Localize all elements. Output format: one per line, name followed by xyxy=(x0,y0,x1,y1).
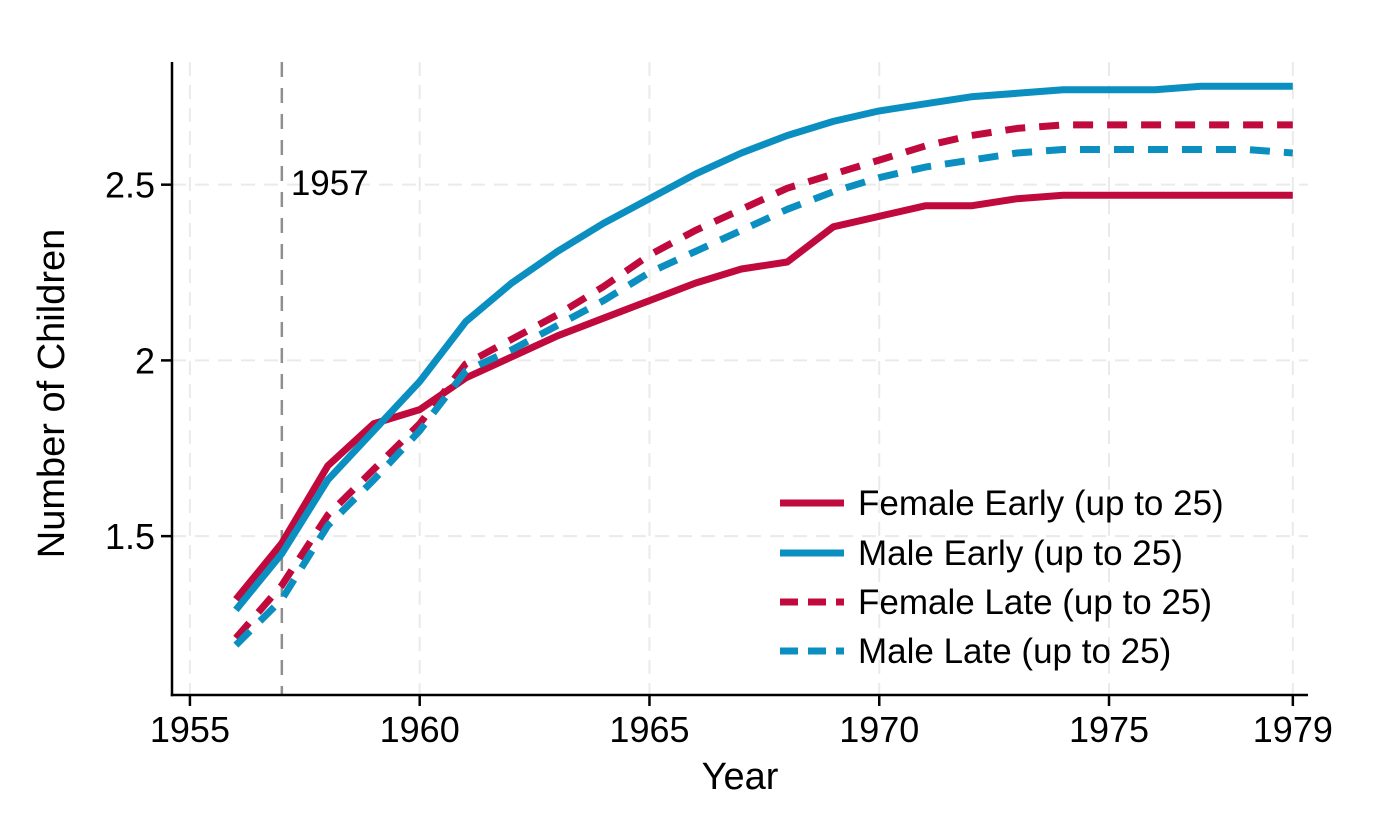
event-line-label: 1957 xyxy=(291,164,369,203)
legend-label: Female Late (up to 25) xyxy=(858,583,1212,622)
x-tick-label: 1965 xyxy=(609,709,689,750)
axes: 1.5 2 2.5 1955 1960 1965 1970 1975 1979 xyxy=(105,62,1333,750)
x-tick-label: 1975 xyxy=(1069,709,1149,750)
legend-item: Male Early (up to 25) xyxy=(780,534,1183,573)
x-tick-label: 1979 xyxy=(1253,709,1333,750)
y-tick-label: 1.5 xyxy=(105,516,155,557)
gridlines xyxy=(172,62,1308,695)
x-tick-label: 1970 xyxy=(839,709,919,750)
series-line-female-early-up-to-25- xyxy=(233,191,1293,602)
legend: Female Early (up to 25) Male Early (up to… xyxy=(780,484,1224,671)
legend-item: Female Early (up to 25) xyxy=(780,484,1224,523)
x-tick-label: 1955 xyxy=(150,709,230,750)
y-axis-title: Number of Children xyxy=(31,229,73,558)
x-axis-title: Year xyxy=(702,756,779,798)
series-line-male-late-up-to-25- xyxy=(233,146,1294,648)
legend-item: Male Late (up to 25) xyxy=(780,632,1171,671)
legend-item: Female Late (up to 25) xyxy=(780,583,1212,622)
legend-label: Male Late (up to 25) xyxy=(858,632,1171,671)
series-line-female-late-up-to-25- xyxy=(233,121,1293,641)
series-line-male-early-up-to-25- xyxy=(233,82,1293,613)
y-tick-label: 2 xyxy=(135,340,155,381)
x-tick-label: 1960 xyxy=(380,709,460,750)
legend-label: Female Early (up to 25) xyxy=(858,484,1224,523)
y-tick-label: 2.5 xyxy=(105,165,155,206)
legend-label: Male Early (up to 25) xyxy=(858,534,1183,573)
